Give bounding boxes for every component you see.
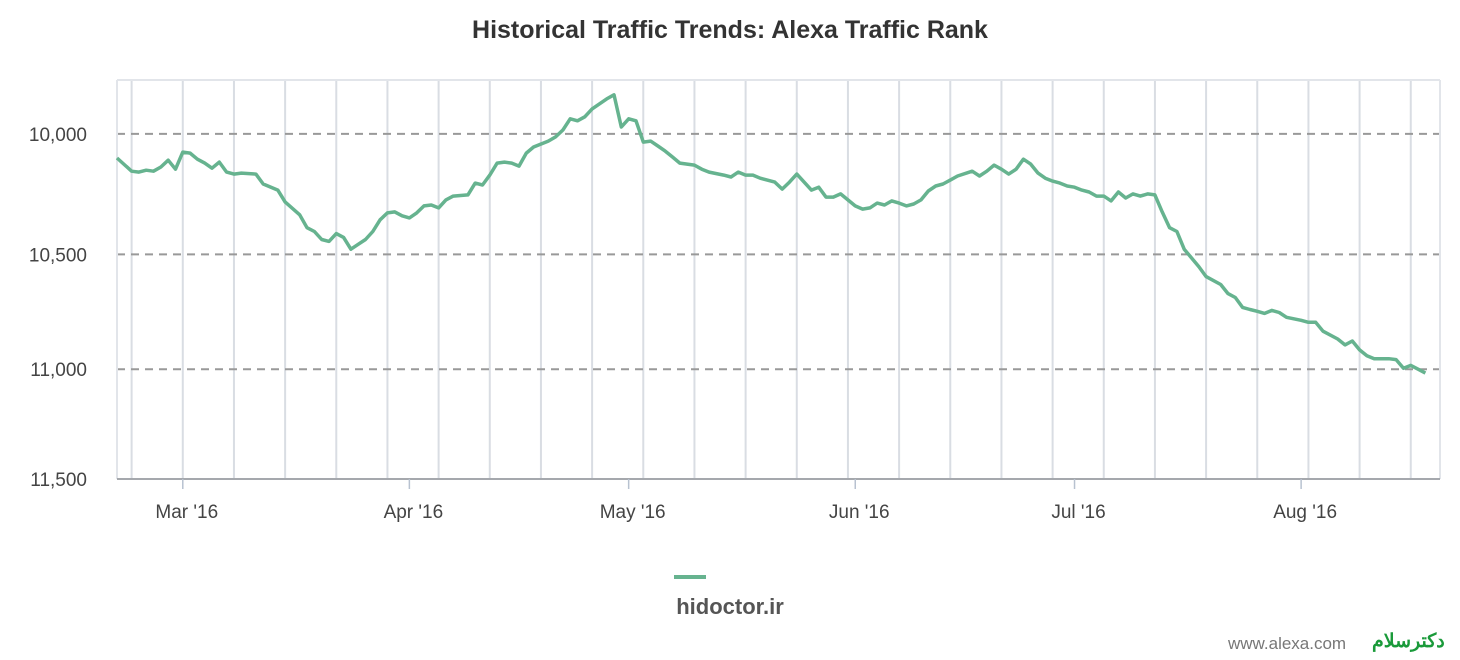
horizontal-gridlines — [117, 132, 1440, 371]
credit-text: www.alexa.com — [1228, 634, 1347, 653]
y-tick-label: 10,500 — [29, 245, 87, 266]
y-tick-label: 10,000 — [29, 125, 87, 146]
series-line — [115, 93, 1427, 375]
legend-label[interactable]: hidoctor.ir — [676, 594, 784, 619]
x-tick-label: Jun '16 — [829, 502, 890, 523]
x-tick-label: Aug '16 — [1273, 502, 1337, 523]
x-tick-label: Mar '16 — [155, 502, 218, 523]
y-axis-ticks: 10,000 10,500 11,000 11,500 — [29, 125, 87, 491]
axes — [116, 79, 1441, 480]
series-lines — [115, 93, 1427, 375]
y-tick-label: 11,000 — [30, 360, 87, 381]
legend-swatch[interactable] — [674, 575, 706, 579]
chart-title: Historical Traffic Trends: Alexa Traffic… — [472, 16, 988, 44]
y-tick-label: 11,500 — [30, 470, 87, 491]
x-tick-label: May '16 — [600, 502, 666, 523]
x-tick-label: Apr '16 — [384, 502, 444, 523]
x-tick-label: Jul '16 — [1051, 502, 1105, 523]
x-axis-ticks: Mar '16 Apr '16 May '16 Jun '16 Jul '16 Aug '… — [155, 479, 1337, 523]
watermark-logo: دکترسلام — [1372, 631, 1445, 652]
vertical-gridlines — [130, 80, 1412, 479]
